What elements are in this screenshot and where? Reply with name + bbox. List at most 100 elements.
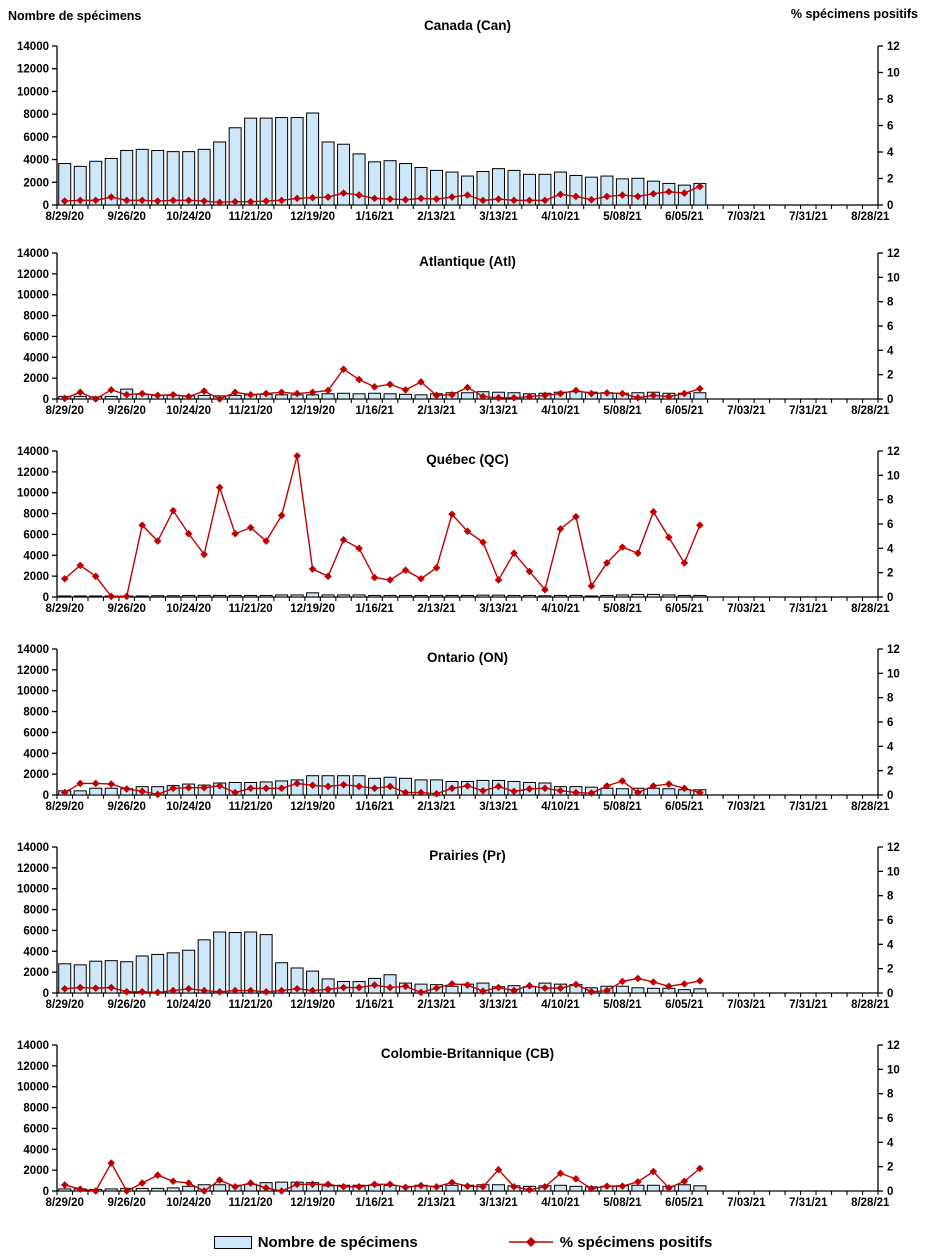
bar bbox=[553, 171, 567, 206]
x-tick-label: 8/28/21 bbox=[851, 1197, 890, 1209]
data-point-diamond bbox=[649, 391, 658, 400]
y-left-tick-label: 14000 bbox=[17, 41, 49, 53]
y-left-tick-label: 10000 bbox=[17, 86, 49, 98]
y-right-tick-label: 8 bbox=[887, 693, 894, 705]
x-tick-label: 8/29/20 bbox=[46, 211, 84, 223]
line-swatch bbox=[508, 1237, 553, 1247]
y-right-tick-label: 4 bbox=[887, 939, 894, 951]
panel-title: Atlantique (Atl) bbox=[419, 254, 516, 269]
x-tick-label: 8/28/21 bbox=[851, 211, 890, 223]
x-tick-label: 3/13/21 bbox=[479, 603, 518, 615]
x-tick-label: 3/13/21 bbox=[479, 1197, 518, 1209]
bar bbox=[352, 594, 366, 598]
x-axis: 8/29/20 9/26/20 10/24/20 11/21/20 12/19/20 1/… bbox=[46, 795, 890, 813]
bar bbox=[321, 594, 335, 598]
y-left-tick-label: 4000 bbox=[23, 1144, 49, 1156]
legend-label-specimens: Nombre de spécimens bbox=[257, 1233, 418, 1251]
y-left-tick-label: 12000 bbox=[17, 1061, 49, 1073]
bar bbox=[73, 964, 87, 994]
x-tick-label: 9/26/20 bbox=[108, 999, 146, 1011]
data-point-diamond bbox=[665, 1184, 673, 1192]
data-point-diamond bbox=[200, 986, 208, 995]
bar bbox=[383, 393, 397, 400]
data-point-diamond bbox=[587, 1184, 596, 1193]
panel-title: Québec (QC) bbox=[426, 452, 509, 467]
y-right-tick-label: 6 bbox=[887, 915, 893, 927]
data-point-diamond bbox=[91, 1187, 100, 1195]
bar bbox=[337, 143, 351, 206]
bar bbox=[445, 594, 459, 598]
data-point-diamond bbox=[494, 782, 503, 791]
x-tick-label: 10/24/20 bbox=[166, 603, 211, 615]
data-point-diamond bbox=[169, 196, 177, 205]
bar bbox=[275, 594, 289, 598]
y-left-tick-label: 12000 bbox=[17, 467, 49, 479]
bar bbox=[321, 393, 335, 400]
chart-panel-4: Ontario (ON) 14000 12000 10000 8000 6000 4000 2… bbox=[17, 644, 900, 813]
data-point-diamond bbox=[696, 1164, 704, 1173]
y-right-tick-label: 10 bbox=[887, 866, 900, 878]
x-tick-label: 1/16/21 bbox=[355, 1197, 394, 1209]
x-tick-label: 7/03/21 bbox=[727, 801, 766, 813]
data-point-diamond bbox=[680, 980, 689, 988]
data-point-diamond bbox=[386, 576, 394, 584]
data-point-diamond bbox=[169, 506, 177, 515]
data-point-diamond bbox=[680, 784, 689, 793]
chart-panel-3: Québec (QC) 14000120001000080006000400020… bbox=[17, 446, 900, 615]
data-point-diamond bbox=[417, 1181, 425, 1190]
bar bbox=[213, 931, 227, 994]
data-point-diamond bbox=[432, 391, 441, 400]
data-point-diamond bbox=[76, 388, 85, 397]
y-left-tick-label: 2000 bbox=[23, 177, 49, 189]
y-left-tick-label: 4000 bbox=[23, 155, 49, 167]
y-axis-left: 14000 12000 10000 8000 6000 4000 2000 0 bbox=[17, 446, 57, 604]
bar bbox=[522, 173, 536, 206]
left-axis-title: Nombre de spécimens bbox=[8, 9, 141, 23]
x-tick-label: 5/08/21 bbox=[603, 603, 642, 615]
data-point-diamond bbox=[293, 1180, 301, 1189]
data-point-diamond bbox=[618, 977, 627, 986]
data-point-diamond bbox=[432, 984, 441, 992]
data-point-diamond bbox=[153, 790, 162, 799]
y-axis-left: 14000 12000 10000 8000 6000 4000 2000 0 bbox=[17, 248, 57, 406]
data-point-diamond bbox=[339, 536, 348, 544]
x-tick-label: 5/08/21 bbox=[603, 999, 642, 1011]
x-tick-label: 8/29/20 bbox=[46, 801, 84, 813]
x-tick-label: 7/03/21 bbox=[727, 999, 766, 1011]
bar bbox=[399, 594, 413, 598]
data-point-diamond bbox=[215, 395, 224, 403]
x-tick-label: 8/28/21 bbox=[851, 999, 890, 1011]
bar bbox=[104, 395, 118, 400]
data-point-diamond bbox=[448, 784, 456, 793]
data-point-diamond bbox=[541, 585, 549, 594]
x-tick-label: 3/13/21 bbox=[479, 801, 518, 813]
y-left-tick-label: 6000 bbox=[23, 331, 49, 343]
data-point-diamond bbox=[541, 1182, 549, 1191]
panel-title: Colombie-Britannique (CB) bbox=[381, 1046, 554, 1061]
data-point-diamond bbox=[448, 390, 456, 399]
bar-swatch bbox=[213, 1235, 252, 1249]
data-point-diamond bbox=[386, 1180, 394, 1189]
data-point-diamond bbox=[618, 1182, 627, 1190]
data-point-diamond bbox=[308, 781, 317, 790]
data-point-diamond bbox=[556, 786, 565, 795]
y-right-tick-label: 4 bbox=[887, 1137, 894, 1149]
data-point-diamond bbox=[463, 383, 472, 392]
y-right-tick-label: 0 bbox=[887, 790, 893, 802]
bar bbox=[414, 394, 428, 400]
bar bbox=[151, 1187, 165, 1192]
x-tick-label: 9/26/20 bbox=[108, 801, 146, 813]
bar bbox=[197, 594, 211, 598]
x-tick-label: 5/08/21 bbox=[603, 405, 642, 417]
data-point-diamond bbox=[417, 194, 425, 203]
x-tick-label: 9/26/20 bbox=[108, 405, 146, 417]
data-point-diamond bbox=[262, 784, 270, 793]
data-point-diamond bbox=[696, 788, 704, 797]
bar bbox=[631, 177, 645, 206]
bar bbox=[461, 392, 474, 400]
x-tick-label: 11/21/20 bbox=[229, 405, 273, 417]
data-point-diamond bbox=[525, 196, 534, 205]
data-point-diamond bbox=[277, 1187, 286, 1195]
charts-container: Nombre de spécimens % spécimens positifs C… bbox=[8, 7, 918, 1209]
x-tick-label: 4/10/21 bbox=[541, 603, 580, 615]
